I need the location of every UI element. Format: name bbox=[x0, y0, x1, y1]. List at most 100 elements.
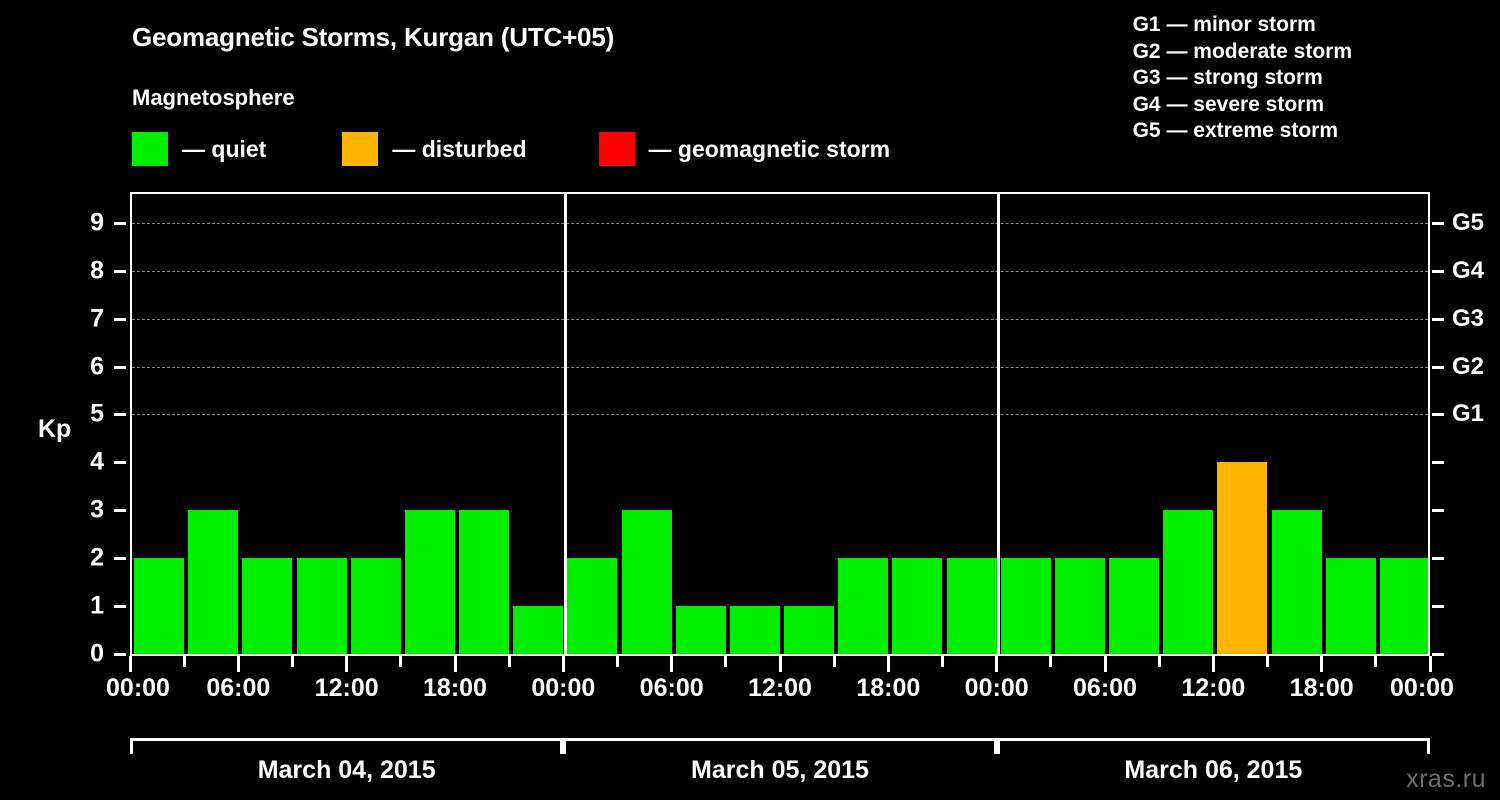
gridline bbox=[132, 414, 1428, 416]
magnetosphere-subtitle: Magnetosphere bbox=[132, 85, 295, 110]
kp-bar[interactable] bbox=[1379, 558, 1428, 654]
x-axis-tick-label: 18:00 bbox=[1289, 674, 1354, 702]
g-scale-line-g2: G2 — moderate storm bbox=[1132, 39, 1352, 63]
day-label: March 04, 2015 bbox=[257, 756, 436, 784]
g-scale-legend: G1 — minor storm G2 — moderate storm G3 … bbox=[1133, 12, 1352, 145]
g-scale-line-g4: G4 — severe storm bbox=[1132, 92, 1325, 116]
kp-bar[interactable] bbox=[784, 606, 835, 654]
x-axis-tick bbox=[128, 656, 132, 672]
day-bracket bbox=[563, 738, 997, 754]
y-axis-tick bbox=[114, 221, 126, 225]
x-axis-tick-label: 18:00 bbox=[856, 674, 921, 702]
kp-bar[interactable] bbox=[242, 558, 293, 654]
kp-bar[interactable] bbox=[1163, 510, 1214, 654]
kp-bar[interactable] bbox=[1000, 558, 1051, 654]
kp-bar[interactable] bbox=[567, 558, 618, 654]
g-axis-tick bbox=[1432, 365, 1444, 369]
plot-inner bbox=[132, 194, 1428, 654]
green-square-swatch bbox=[132, 132, 168, 166]
x-axis-tick bbox=[778, 656, 782, 672]
g-axis-tick bbox=[1432, 413, 1444, 417]
x-axis-tick-label: 18:00 bbox=[423, 674, 487, 702]
x-axis-tick bbox=[561, 656, 565, 672]
y-axis-tick bbox=[114, 557, 126, 561]
x-axis-tick-label: 12:00 bbox=[314, 674, 379, 702]
g-axis-tick bbox=[1432, 269, 1444, 273]
kp-bar[interactable] bbox=[892, 558, 943, 654]
g-scale-line-g3: G3 — strong storm bbox=[1132, 66, 1323, 89]
x-axis-tick bbox=[399, 656, 403, 667]
kp-bar[interactable] bbox=[350, 558, 401, 654]
y-axis-tick bbox=[114, 461, 126, 465]
y-axis-tick-label: 4 bbox=[90, 447, 104, 476]
x-axis-tick bbox=[941, 656, 944, 667]
watermark: xras.ru bbox=[1406, 765, 1486, 793]
kp-bar[interactable] bbox=[946, 558, 997, 654]
g-scale-line-g5: G5 — extreme storm bbox=[1132, 119, 1339, 142]
g-axis-tick bbox=[1432, 221, 1444, 225]
kp-bar[interactable] bbox=[1054, 558, 1105, 654]
x-axis-tick bbox=[291, 656, 294, 667]
legend-label-storm: — geomagnetic storm bbox=[648, 135, 891, 162]
g-axis-tick-label: G1 bbox=[1452, 400, 1485, 428]
kp-bar[interactable] bbox=[838, 558, 889, 654]
kp-bar[interactable] bbox=[729, 606, 780, 654]
g-axis-tick-label: G3 bbox=[1452, 304, 1485, 332]
x-axis-tick-label: 00:00 bbox=[106, 674, 170, 702]
x-axis-tick bbox=[616, 656, 619, 667]
day-label: March 05, 2015 bbox=[691, 756, 869, 784]
kp-bar[interactable] bbox=[513, 606, 564, 654]
y-axis: 0 1 2 3 4 5 6 7 8 9 bbox=[0, 192, 126, 668]
kp-bar[interactable] bbox=[188, 510, 239, 654]
legend-label-quiet: — quiet bbox=[182, 135, 267, 162]
x-axis-tick bbox=[345, 656, 349, 672]
day-separator bbox=[563, 194, 567, 654]
y-axis-tick bbox=[114, 269, 126, 273]
kp-bar[interactable] bbox=[675, 606, 726, 654]
kp-bar[interactable] bbox=[134, 558, 185, 654]
kp-bar[interactable] bbox=[1325, 558, 1376, 654]
x-axis-tick-label: 12:00 bbox=[748, 674, 812, 702]
day-bracket bbox=[130, 738, 564, 754]
kp-bar[interactable] bbox=[1271, 510, 1322, 654]
x-axis-tick-label: 12:00 bbox=[1181, 674, 1246, 702]
g-axis-tick bbox=[1432, 461, 1444, 465]
x-axis-tick-label: 00:00 bbox=[1390, 674, 1454, 702]
y-axis-tick-label: 0 bbox=[90, 639, 104, 668]
kp-bar[interactable] bbox=[1217, 462, 1268, 654]
legend-item-disturbed: — disturbed bbox=[342, 132, 527, 166]
legend-item-storm: — geomagnetic storm bbox=[598, 132, 891, 166]
gridline bbox=[132, 366, 1428, 368]
kp-bar[interactable] bbox=[404, 510, 455, 654]
g-axis-tick bbox=[1432, 509, 1444, 513]
bar-series bbox=[132, 194, 1428, 654]
y-axis-tick bbox=[114, 413, 126, 417]
x-axis-tick bbox=[1374, 656, 1378, 667]
x-axis-tick bbox=[724, 656, 728, 667]
g-axis-tick bbox=[1432, 653, 1444, 656]
g-scale-line-g1: G1 — minor storm bbox=[1132, 13, 1316, 36]
x-axis-tick bbox=[995, 656, 999, 672]
x-axis-tick bbox=[670, 656, 674, 672]
kp-bar[interactable] bbox=[459, 510, 510, 654]
y-axis-tick bbox=[114, 509, 126, 513]
x-axis-tick bbox=[886, 656, 890, 672]
x-axis-tick bbox=[1211, 656, 1215, 672]
gridline bbox=[132, 222, 1428, 224]
orange-square-swatch bbox=[342, 132, 379, 166]
kp-bar[interactable] bbox=[1109, 558, 1160, 654]
x-axis-tick bbox=[453, 656, 457, 672]
y-axis-tick bbox=[114, 653, 126, 656]
page-title: Geomagnetic Storms, Kurgan (UTC+05) bbox=[132, 22, 615, 52]
day-brackets: March 04, 2015 March 05, 2015 March 06, 20… bbox=[130, 738, 1430, 800]
y-axis-title: Kp bbox=[38, 415, 72, 443]
legend-item-quiet: — quiet bbox=[132, 132, 266, 166]
y-axis-tick bbox=[114, 605, 126, 609]
y-axis-tick bbox=[114, 317, 126, 321]
y-axis-tick-label: 5 bbox=[90, 399, 104, 428]
x-axis-tick bbox=[182, 656, 186, 667]
day-separator bbox=[997, 194, 1001, 654]
kp-bar[interactable] bbox=[621, 510, 672, 654]
kp-bar[interactable] bbox=[296, 558, 347, 654]
